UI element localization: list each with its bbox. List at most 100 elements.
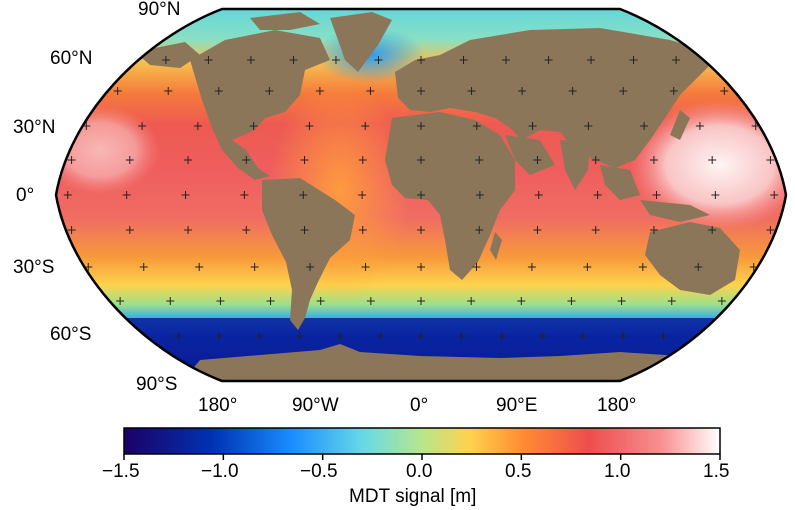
graticule-cross (116, 297, 125, 305)
graticule-cross (517, 297, 526, 305)
graticule-cross (289, 56, 298, 64)
graticule-cross (649, 226, 658, 234)
graticule-cross (659, 332, 668, 340)
colorbar-ticks (123, 454, 721, 460)
graticule-cross (63, 191, 72, 199)
graticule-cross (249, 122, 258, 130)
graticule-cross (591, 226, 600, 234)
graticule-cross (161, 56, 170, 64)
graticule-cross (640, 122, 649, 130)
graticule-cross (527, 263, 536, 271)
graticule-cross (417, 191, 425, 199)
graticule-cross (358, 191, 367, 199)
colorbar-tick-label: −0.5 (300, 461, 338, 482)
graticule-cross (358, 156, 367, 164)
australia (645, 222, 740, 295)
graticule-cross (374, 56, 383, 64)
graticule-cross (544, 56, 553, 64)
graticule-cross (711, 191, 720, 199)
graticule-cross (181, 191, 190, 199)
graticule-cross (336, 332, 345, 340)
colorbar-tick-label: 0.5 (505, 461, 532, 482)
graticule-cross (376, 332, 385, 340)
graticule-cross (299, 191, 308, 199)
graticule-cross (84, 263, 93, 271)
colorbar (123, 427, 721, 455)
africa (385, 112, 515, 280)
graticule-cross (417, 226, 425, 234)
graticule-cross (457, 332, 466, 340)
graticule-cross (166, 297, 175, 305)
graticule-cross (67, 226, 76, 234)
graticule-cross (720, 87, 729, 95)
graticule-cross (638, 263, 647, 271)
graticule-cross (617, 297, 626, 305)
graticule-cross (361, 263, 370, 271)
graticule-cross (766, 226, 775, 234)
graticule-cross (708, 226, 717, 234)
graticule-cross (113, 87, 122, 95)
graticule-cross (366, 297, 375, 305)
graticule-cross (694, 263, 703, 271)
graticule-cross (567, 297, 576, 305)
south-america (262, 178, 355, 330)
lon-label-90w: 90°W (292, 395, 339, 416)
map-frame (54, 7, 788, 383)
graticule-cross (587, 56, 596, 64)
graticule-cross (265, 87, 274, 95)
graticule-cross (417, 263, 425, 271)
lon-label-0: 0° (410, 395, 429, 416)
graticule-cross (82, 122, 91, 130)
lat-label-60s: 60°S (50, 324, 92, 345)
graticule-cross (475, 156, 484, 164)
graticule-cross (214, 87, 223, 95)
graticule-cross (361, 122, 370, 130)
graticule-cross (528, 122, 537, 130)
lat-label-30n: 30°N (13, 117, 56, 138)
graticule-cross (417, 156, 425, 164)
graticule-cross (417, 56, 425, 64)
graticule-cross (649, 156, 658, 164)
graticule-cross (708, 156, 717, 164)
india (560, 140, 590, 190)
colorbar-tick-label: 1.0 (604, 461, 631, 482)
graticule-cross (316, 297, 325, 305)
lon-label-90e: 90°E (496, 395, 538, 416)
graticule-cross (295, 332, 304, 340)
colorbar-title: MDT signal [m] (349, 486, 477, 507)
graticule-cross (459, 56, 468, 64)
graticule-cross (315, 87, 324, 95)
graticule-cross (475, 226, 484, 234)
graticule-cross (568, 87, 577, 95)
graticule-cross (184, 156, 193, 164)
graticule-cross (533, 156, 542, 164)
graticule-cross (749, 263, 758, 271)
graticule-cross (417, 332, 425, 340)
graticule-cross (472, 122, 481, 130)
greenland (330, 12, 392, 72)
colorbar-tick-label: −1.5 (102, 461, 140, 482)
colorbar-tick-label: −1.0 (201, 461, 239, 482)
graticule-cross (669, 87, 678, 95)
graticule-cross (467, 297, 476, 305)
graticule-cross (164, 87, 173, 95)
graticule-cross (629, 56, 638, 64)
graticule-cross (195, 263, 204, 271)
graticule-cross (472, 263, 481, 271)
graticule-cross (538, 332, 547, 340)
graticule-cross (619, 87, 628, 95)
graticule-cross (583, 263, 592, 271)
lat-label-30s: 30°S (13, 257, 55, 278)
graticule-cross (584, 122, 593, 130)
graticule-cross (138, 122, 147, 130)
graticule-cross (591, 156, 600, 164)
graticule-cross (534, 191, 543, 199)
graticule-cross (216, 297, 225, 305)
graticule-cross (246, 56, 255, 64)
colorbar-tick-label: 1.5 (703, 461, 730, 482)
graticule-cross (300, 156, 309, 164)
antarctica (190, 344, 700, 381)
graticule-cross (193, 122, 202, 130)
lat-label-60n: 60°N (50, 48, 93, 69)
